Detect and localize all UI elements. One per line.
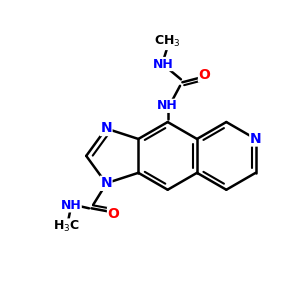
Text: N: N [100,122,112,136]
Text: NH: NH [157,99,178,112]
Text: NH: NH [60,199,81,212]
Text: N: N [100,176,112,190]
Text: O: O [108,207,119,221]
Text: H$_3$C: H$_3$C [53,219,80,234]
Text: N: N [250,132,262,146]
Text: NH: NH [153,58,174,70]
Text: CH$_3$: CH$_3$ [154,34,181,50]
Text: O: O [199,68,210,82]
